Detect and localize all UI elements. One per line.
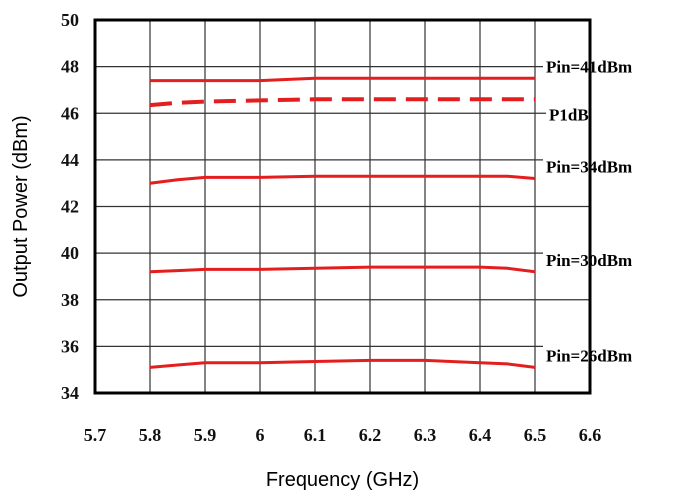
x-tick-label: 6 [256,425,265,445]
series-line-pin-30dbm [149,265,536,274]
series-line-pin-34dbm [149,174,536,185]
x-tick-label: 6.3 [414,425,437,445]
y-tick-label: 44 [61,150,79,170]
y-tick-labels: 34 36 38 40 42 44 46 48 50 [61,10,79,403]
y-tick-label: 48 [61,57,79,77]
x-tick-label: 6.5 [524,425,547,445]
x-tick-label: 6.4 [469,425,492,445]
series-label-background [546,104,592,126]
x-tick-label: 5.7 [84,425,107,445]
y-tick-label: 38 [61,290,79,310]
y-tick-label: 36 [61,336,79,356]
grid-lines [94,19,591,394]
series-line-pin-26dbm [149,358,536,369]
y-tick-label: 34 [61,383,79,403]
x-tick-labels: 5.7 5.8 5.9 6 6.1 6.2 6.3 6.4 6.5 6.6 [84,425,602,445]
plot-frame [93,18,592,395]
x-tick-label: 5.8 [139,425,162,445]
x-tick-label: 5.9 [194,425,217,445]
x-tick-label: 6.1 [304,425,327,445]
series-label: P1dB [549,105,589,124]
series-lines [149,76,536,369]
y-tick-label: 46 [61,103,79,123]
y-tick-label: 40 [61,243,79,263]
y-tick-label: 42 [61,197,79,217]
y-tick-label: 50 [61,10,79,30]
x-tick-label: 6.2 [359,425,382,445]
series-line-pin-41dbm [150,76,535,83]
y-axis-title: Output Power (dBm) [10,115,32,297]
series-line-p1db [149,97,535,108]
x-tick-label: 6.6 [579,425,602,445]
x-axis-title: Frequency (GHz) [266,469,419,491]
